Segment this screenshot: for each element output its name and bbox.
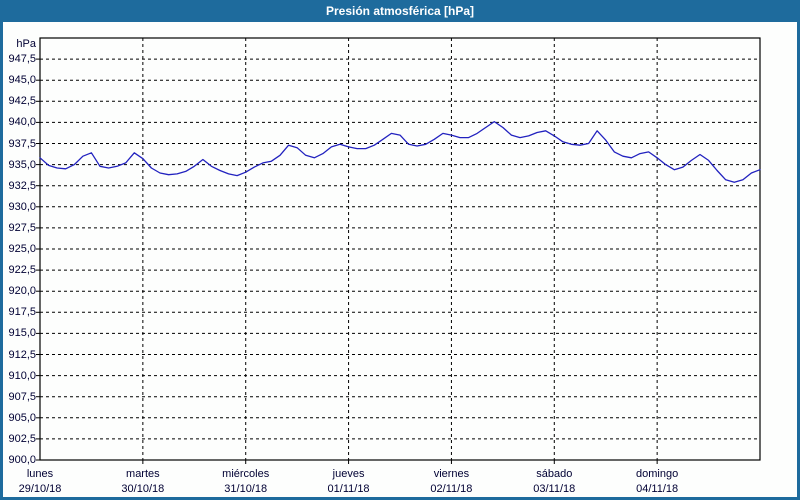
x-date-label: 01/11/18 [327, 483, 370, 495]
x-day-label: martes [126, 468, 160, 480]
y-tick-label: 942,5 [8, 95, 36, 108]
y-tick-label: 905,0 [8, 411, 36, 424]
x-day-label: jueves [332, 468, 365, 480]
y-tick-label: 940,0 [8, 116, 36, 129]
x-date-label: 02/11/18 [430, 483, 473, 495]
y-tick-label: 910,0 [8, 369, 36, 382]
x-date-label: 03/11/18 [533, 483, 576, 495]
y-tick-label: 917,5 [8, 306, 36, 319]
x-day-label: viernes [433, 468, 470, 480]
y-tick-label: 927,5 [8, 221, 36, 234]
y-tick-label: 930,0 [8, 200, 36, 213]
y-tick-label: 937,5 [8, 137, 36, 150]
y-tick-label: 925,0 [8, 243, 36, 255]
x-day-label: lunes [26, 468, 54, 480]
y-tick-label: 900,0 [8, 454, 36, 466]
y-tick-label: 922,5 [8, 264, 36, 277]
x-day-label: miércoles [222, 468, 270, 480]
y-tick-label: 902,5 [8, 432, 36, 445]
plot-area [36, 37, 761, 464]
y-tick-label: 945,0 [8, 74, 36, 87]
y-tick-label: 935,0 [8, 158, 36, 171]
x-date-label: 30/10/18 [121, 483, 165, 495]
pressure-line [39, 120, 761, 183]
x-date-label: 31/10/18 [224, 483, 268, 495]
y-tick-label: 920,0 [8, 285, 36, 298]
window-title: Presión atmosférica [hPa] [325, 4, 475, 18]
y-tick-label: 932,5 [8, 179, 36, 192]
x-date-label: 04/11/18 [636, 483, 679, 495]
y-tick-label: 915,0 [8, 327, 36, 340]
title-bar: Presión atmosférica [hPa] [0, 0, 800, 22]
y-axis-unit-label: hPa [16, 38, 36, 50]
x-day-label: sábado [536, 468, 573, 480]
y-tick-label: 947,5 [8, 53, 36, 66]
y-tick-label: 907,5 [8, 390, 36, 403]
x-day-label: domingo [636, 468, 679, 480]
plot-border [39, 37, 761, 461]
x-date-label: 29/10/18 [18, 483, 62, 495]
y-tick-label: 912,5 [8, 348, 36, 361]
